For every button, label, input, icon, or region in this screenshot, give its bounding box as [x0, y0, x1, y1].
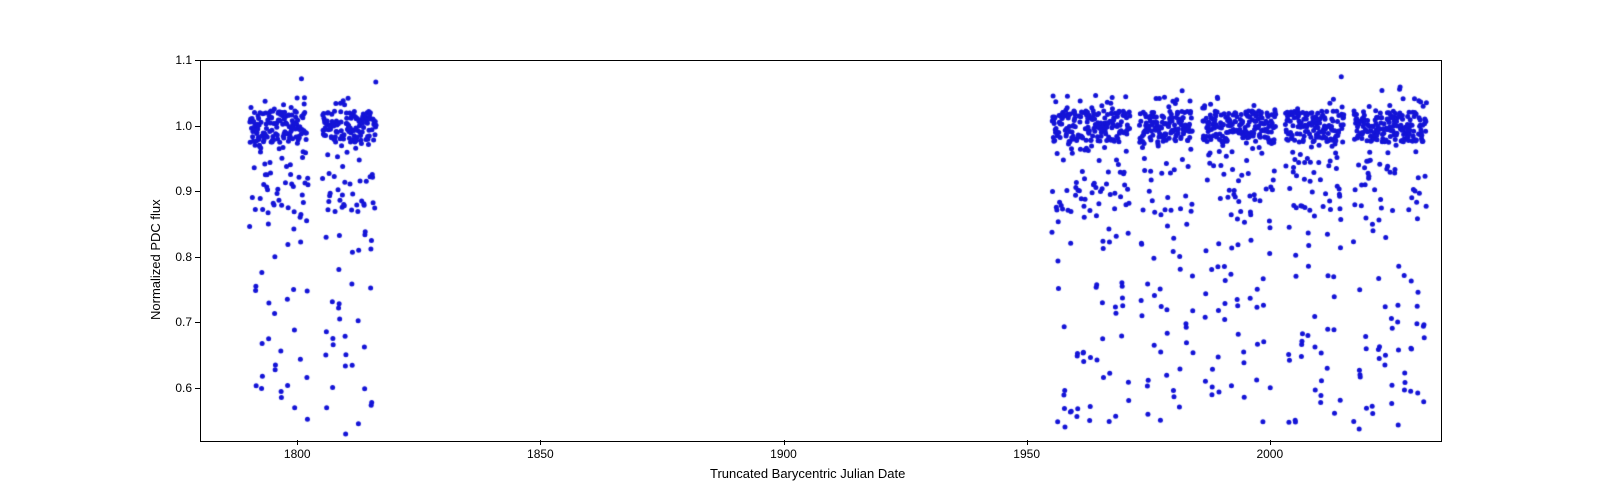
y-tick-label: 0.7	[168, 315, 192, 329]
x-tick-mark	[784, 440, 785, 445]
x-tick-mark	[1027, 440, 1028, 445]
x-tick-label: 1950	[1013, 447, 1040, 461]
x-tick-mark	[540, 440, 541, 445]
y-axis-label: Normalized PDC flux	[148, 199, 163, 320]
y-tick-mark	[195, 257, 200, 258]
y-tick-mark	[195, 322, 200, 323]
x-tick-label: 1900	[770, 447, 797, 461]
x-tick-label: 1850	[527, 447, 554, 461]
y-tick-label: 0.9	[168, 184, 192, 198]
y-tick-mark	[195, 191, 200, 192]
x-tick-label: 1800	[284, 447, 311, 461]
plot-area	[200, 60, 1442, 442]
y-tick-mark	[195, 388, 200, 389]
scatter-canvas	[201, 61, 1441, 441]
y-tick-mark	[195, 60, 200, 61]
y-tick-label: 1.1	[168, 53, 192, 67]
y-tick-label: 1.0	[168, 119, 192, 133]
y-tick-mark	[195, 126, 200, 127]
x-tick-mark	[297, 440, 298, 445]
y-tick-label: 0.8	[168, 250, 192, 264]
x-axis-label: Truncated Barycentric Julian Date	[710, 466, 905, 481]
x-tick-mark	[1270, 440, 1271, 445]
x-tick-label: 2000	[1256, 447, 1283, 461]
y-tick-label: 0.6	[168, 381, 192, 395]
